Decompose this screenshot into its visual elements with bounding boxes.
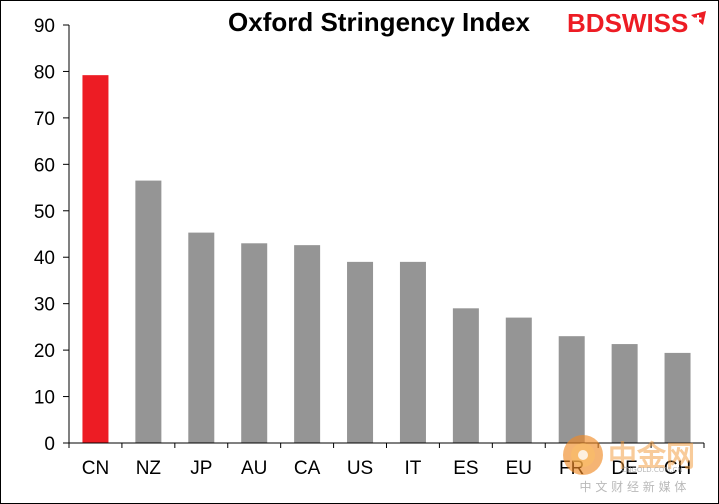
cngold-logo-icon <box>563 435 603 475</box>
swiss-cross-icon <box>691 11 706 25</box>
bar-eu <box>505 317 532 443</box>
y-tick-label: 0 <box>44 434 55 455</box>
bdswiss-logo: BDSWISS <box>567 8 706 38</box>
bar-it <box>399 261 426 443</box>
y-tick-label: 60 <box>34 155 55 176</box>
cngold-watermark: 中金网 CNGOLD.COM.CN 中 文 财 经 新 媒 体 <box>563 435 695 494</box>
x-tick-label-us: US <box>347 458 373 479</box>
y-tick-label: 70 <box>34 109 55 130</box>
y-tick-label: 80 <box>34 62 55 83</box>
bars-group <box>82 75 691 444</box>
x-tick-label-nz: NZ <box>136 458 162 479</box>
x-tick-label-de: DE <box>611 458 637 479</box>
bar-cn <box>82 75 109 443</box>
watermark-url: CNGOLD.COM.CN <box>621 466 682 474</box>
bar-es <box>452 308 479 443</box>
logo-swiss: SWISS <box>605 8 689 38</box>
bar-fr <box>558 336 585 443</box>
x-tick-label-eu: EU <box>506 458 532 479</box>
bar-ca <box>294 245 321 443</box>
bar-jp <box>188 232 215 443</box>
watermark-main: 中金网 <box>608 439 695 473</box>
chart-title: Oxford Stringency Index <box>228 7 530 37</box>
bar-au <box>241 243 268 443</box>
x-tick-label-es: ES <box>453 458 478 479</box>
y-tick-label: 90 <box>34 16 55 37</box>
x-tick-label-ca: CA <box>294 458 321 479</box>
bar-us <box>347 261 374 443</box>
bar-de <box>611 344 638 443</box>
logo-bd: BD <box>567 8 605 38</box>
y-axis: 0 10 20 30 40 50 60 70 80 90 <box>34 16 70 455</box>
y-tick-label: 40 <box>34 248 55 269</box>
y-tick-label: 20 <box>34 341 55 362</box>
x-tick-label-au: AU <box>241 458 267 479</box>
x-tick-label-jp: JP <box>190 458 212 479</box>
x-tick-label-cn: CN <box>82 458 109 479</box>
y-tick-label: 30 <box>34 295 55 316</box>
bar-ch <box>664 352 691 443</box>
watermark-sub: 中 文 财 经 新 媒 体 <box>580 479 687 494</box>
bar-nz <box>135 180 162 444</box>
y-tick-label: 50 <box>34 202 55 223</box>
x-tick-label-ch: CH <box>664 458 691 479</box>
y-tick-label: 10 <box>34 388 55 409</box>
svg-text:BDSWISS: BDSWISS <box>567 8 688 38</box>
x-tick-label-it: IT <box>405 458 422 479</box>
